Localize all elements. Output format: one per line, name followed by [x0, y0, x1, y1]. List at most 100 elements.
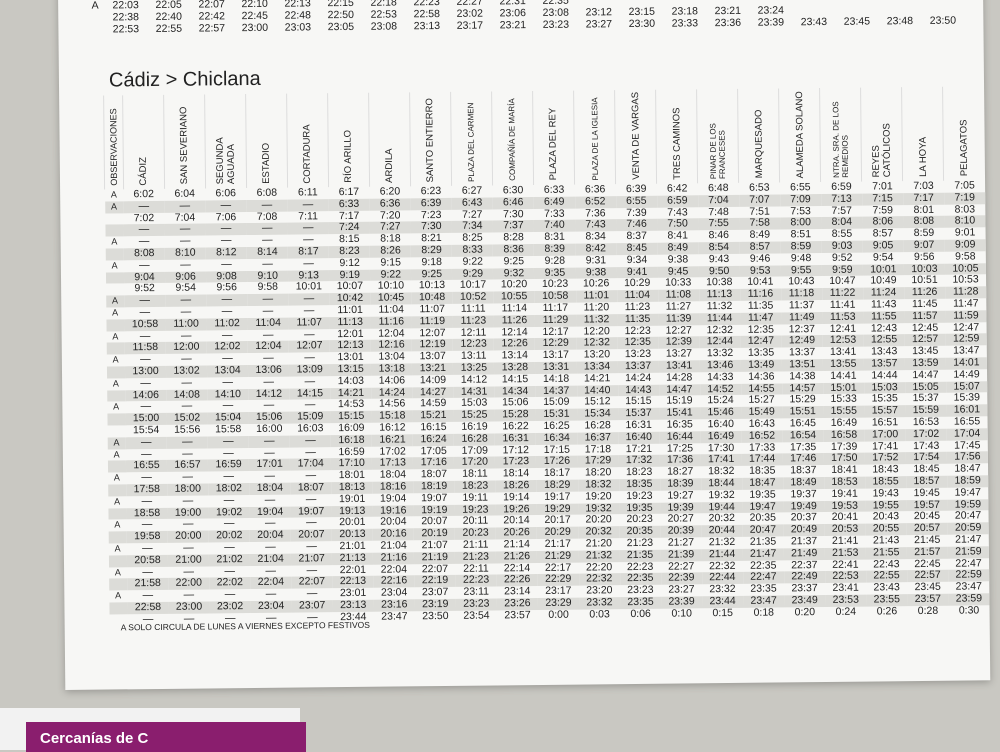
- cell: 6:36: [369, 197, 411, 211]
- cell: 23:47: [381, 610, 408, 623]
- column-header: SEGUNDA AGUADA: [204, 94, 247, 189]
- cell: A: [112, 307, 119, 318]
- column-header: PINAR DE LOS FRANCESES: [696, 88, 739, 184]
- cell: 22:53: [112, 23, 140, 36]
- column-label: SEGUNDA AGUADA: [214, 137, 237, 185]
- cell: 11:13: [329, 316, 371, 329]
- cell: 22:10: [241, 0, 268, 11]
- cell: 22:38: [112, 11, 139, 24]
- cell: 16:58: [823, 428, 865, 442]
- cell: 14:03: [337, 374, 365, 387]
- cell: 9:58: [955, 250, 976, 263]
- cell: 14:36: [748, 370, 775, 383]
- column-header: OBSERVACIONES: [103, 95, 124, 190]
- cell: 23:21: [499, 19, 527, 32]
- cell: 11:02: [206, 317, 248, 331]
- cell: [106, 284, 125, 296]
- cell: 21:16: [373, 551, 415, 565]
- cell: A: [114, 519, 121, 530]
- cell: 9:52: [831, 251, 853, 264]
- column-header: COMPAÑÍA DE MARÍA: [491, 91, 534, 186]
- station-sign: Cercanías de C: [0, 708, 306, 752]
- cell: 23:43: [800, 15, 828, 29]
- column-label: CORTADURA: [301, 124, 314, 184]
- cell: 16:54: [782, 429, 824, 442]
- cell: 11:32: [575, 313, 618, 327]
- column-header: PLAZA DEL REY: [532, 90, 575, 186]
- cell: —: [181, 376, 192, 389]
- cell: 22:55: [155, 22, 183, 35]
- cell: 22:05: [155, 0, 182, 11]
- cell: 21:07: [291, 552, 333, 566]
- cell: 17:00: [864, 428, 906, 442]
- column-header: REYES CATÓLICOS: [860, 87, 903, 182]
- cell: 6:49: [533, 196, 575, 209]
- column-header: PELAGATOS: [942, 86, 986, 181]
- cell: 9:31: [585, 254, 607, 267]
- cell: 23:27: [585, 18, 613, 31]
- cell: 6:46: [492, 196, 534, 210]
- cell: 23:02: [456, 7, 483, 20]
- cell: 17:04: [946, 427, 988, 441]
- column-header: VENTA DE VARGAS: [614, 89, 657, 185]
- column-label: ALAMEDA SOLANO: [793, 91, 806, 179]
- cell: 9:43: [708, 252, 730, 265]
- cell: A: [114, 566, 121, 577]
- cell: 21:59: [947, 545, 989, 559]
- cell: 9:22: [462, 255, 484, 268]
- cell: 16:49: [700, 430, 742, 443]
- cell: A: [112, 378, 119, 389]
- cell: 7:04: [697, 194, 740, 207]
- cell: [108, 602, 128, 615]
- cell: 21:13: [332, 552, 374, 565]
- cell: 21:44: [701, 548, 743, 561]
- timetable-sheet: A 22:03 22:05 22:07 22:10 22:13 22:15 22:18 22:2…: [58, 0, 991, 690]
- cell: 19:07: [420, 491, 448, 504]
- column-header: SANTO ENTIERRO: [409, 91, 452, 187]
- cell: [106, 389, 126, 402]
- cell: 16:34: [536, 431, 578, 445]
- cell: 14:15: [501, 372, 529, 386]
- cell: 11:19: [411, 315, 453, 328]
- column-header: RÍO ARILLO: [327, 92, 370, 188]
- cell: 23:50: [422, 609, 449, 622]
- cell: 6:43: [451, 196, 493, 210]
- cell: A: [113, 472, 120, 483]
- cell: 11:16: [370, 315, 412, 329]
- cell: 21:19: [414, 551, 456, 564]
- cell: 23:06: [499, 7, 526, 20]
- cell: 6:33: [328, 198, 370, 211]
- cell: 11:26: [493, 314, 536, 328]
- cell: 19:27: [667, 489, 694, 502]
- cell: 14:06: [378, 374, 406, 387]
- cell: 22:58: [413, 8, 440, 21]
- cell: 16:31: [495, 432, 537, 445]
- cell: 11:57: [904, 310, 946, 323]
- cell: 11:59: [945, 309, 987, 323]
- cell: 11:23: [452, 314, 494, 328]
- column-header: LA HOYA: [901, 86, 944, 182]
- cell: 23:33: [671, 17, 699, 30]
- cell: [105, 213, 124, 225]
- cell: 23:08: [542, 6, 569, 19]
- cell: 19:43: [872, 486, 899, 500]
- cell: 23:54: [463, 609, 490, 622]
- cell: 23:57: [504, 608, 531, 622]
- cell: 19:20: [585, 489, 612, 503]
- column-label: NTRA. SRA. DE LOS REMEDIOS: [831, 101, 851, 178]
- cell: 23:50: [929, 14, 957, 27]
- cell: 0:20: [794, 605, 816, 619]
- cell: —: [289, 434, 332, 448]
- cell: [107, 484, 127, 497]
- cell: 22:45: [241, 9, 268, 23]
- cell: 7:07: [738, 193, 781, 207]
- cell: 23:03: [284, 21, 312, 34]
- cell: 11:49: [781, 311, 823, 325]
- cell: —: [248, 434, 290, 448]
- cell: 0:00: [548, 608, 569, 621]
- column-label: SAN SEVERIANO: [178, 107, 191, 185]
- column-header: TRES CAMINOS: [655, 89, 698, 184]
- column-label: COMPAÑÍA DE MARÍA: [507, 98, 518, 182]
- cell: 16:21: [371, 433, 414, 447]
- cell: [108, 555, 128, 568]
